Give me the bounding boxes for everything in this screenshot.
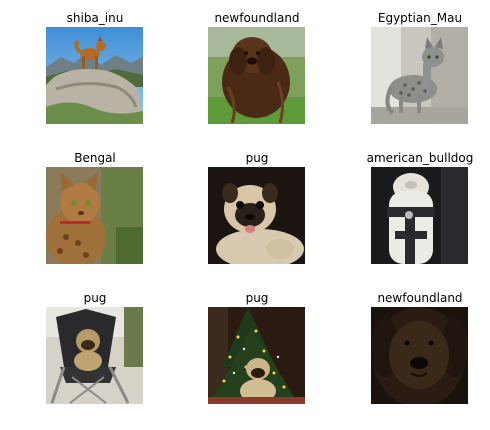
thumbnail-image bbox=[371, 27, 468, 124]
thumbnail-image bbox=[46, 167, 143, 264]
thumbnail-image bbox=[208, 167, 305, 264]
image-label: pug bbox=[83, 291, 107, 305]
image-label: pug bbox=[245, 151, 269, 165]
thumbnail-image bbox=[371, 307, 468, 404]
thumbnail-image bbox=[208, 27, 305, 124]
image-label: shiba_inu bbox=[66, 11, 124, 25]
thumbnail-image bbox=[371, 167, 468, 264]
thumbnail-image bbox=[208, 307, 305, 404]
thumbnail-image bbox=[46, 307, 143, 404]
image-label: pug bbox=[245, 291, 269, 305]
image-label: Egyptian_Mau bbox=[377, 11, 463, 25]
image-label: newfoundland bbox=[214, 11, 300, 25]
image-label: newfoundland bbox=[377, 291, 463, 305]
image-label: Bengal bbox=[74, 151, 116, 165]
thumbnail-image bbox=[46, 27, 143, 124]
image-label: american_bulldog bbox=[366, 151, 474, 165]
